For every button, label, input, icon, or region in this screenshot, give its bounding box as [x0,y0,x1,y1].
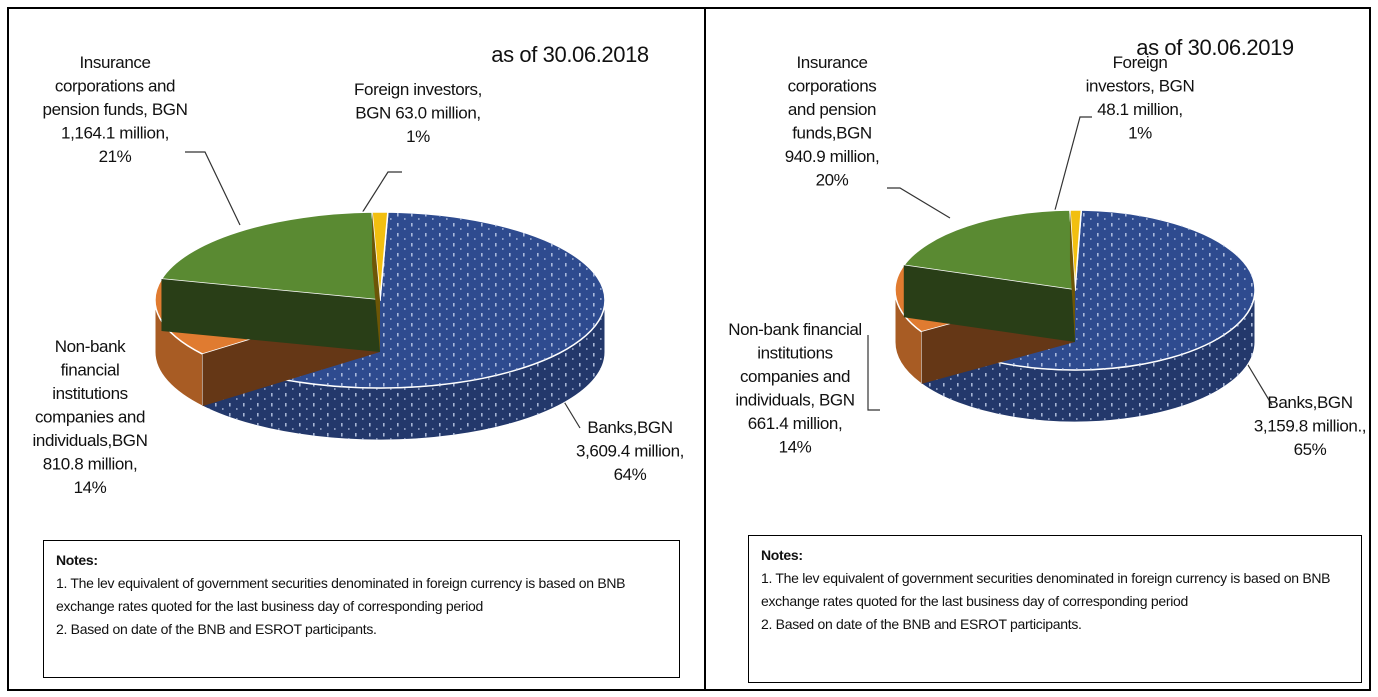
data-label: 810.8 million, [43,455,138,474]
notes-title: Notes: [761,547,803,563]
pie-slice [160,211,381,352]
data-label: 3,609.4 million, [576,442,684,461]
data-label: Banks,BGN [1267,393,1352,412]
data-label: 14% [779,438,812,457]
data-label: 65% [1294,440,1327,459]
data-label: and pension [788,100,876,119]
data-label: companies and [740,367,850,386]
slice-top [1069,209,1083,291]
slice-wall [372,212,380,352]
data-label: Foreign investors, [354,80,482,99]
data-label: individuals,BGN [33,431,148,450]
data-label: corporations and [55,77,175,96]
slice-wall [903,265,1075,342]
data-label: 48.1 million, [1097,100,1183,119]
slice-wall [1069,210,1075,342]
pie-slice [371,211,389,352]
note-item: 1. The lev equivalent of government secu… [56,575,626,614]
data-label: 14% [74,478,107,497]
note-item: 2. Based on date of the BNB and ESROT pa… [56,621,377,637]
data-label: funds,BGN [792,124,872,143]
data-label: Non-bank [55,337,126,356]
notes-title: Notes: [56,552,98,568]
data-label: Insurance [796,53,867,72]
data-label: individuals, BGN [735,391,854,410]
data-label: financial [61,361,120,380]
data-label: 940.9 million, [785,147,880,166]
data-label: Foreign [1113,53,1168,72]
data-label: 661.4 million, [748,414,843,433]
chart-title: as of 30.06.2018 [491,42,649,67]
slice-top [160,211,381,301]
pie-slice [902,209,1076,342]
data-label: companies and [35,408,145,427]
slice-top [371,211,389,301]
data-label: 3,159.8 million., [1254,417,1366,436]
data-label: institutions [52,384,128,403]
data-label: Insurance [79,53,150,72]
data-label: 20% [816,171,849,190]
slice-texture [202,300,605,441]
data-label: investors, BGN [1086,77,1195,96]
data-label: pension funds, BGN [43,100,188,119]
data-label: 1,164.1 million, [61,124,169,143]
slice-wall [161,279,380,352]
data-label: 1% [1128,124,1152,143]
pie-slice [1069,209,1083,342]
data-label: Banks,BGN [587,418,672,437]
data-label: 64% [614,465,647,484]
data-label: 1% [406,127,430,146]
data-label: corporations [788,77,877,96]
data-label: Non-bank financial [728,320,862,339]
notes-box: Notes: 1. The lev equivalent of governmen… [43,540,680,678]
data-label: 21% [99,147,132,166]
slice-texture [921,290,1255,423]
data-label: institutions [757,344,833,363]
data-label: BGN 63.0 million, [355,104,480,123]
chart-title: as of 30.06.2019 [1136,35,1294,60]
note-item: 1. The lev equivalent of government secu… [761,570,1331,609]
notes-box: Notes: 1. The lev equivalent of governmen… [748,535,1362,683]
slice-top [902,209,1076,291]
note-item: 2. Based on date of the BNB and ESROT pa… [761,616,1082,632]
panel-border [704,7,1371,691]
